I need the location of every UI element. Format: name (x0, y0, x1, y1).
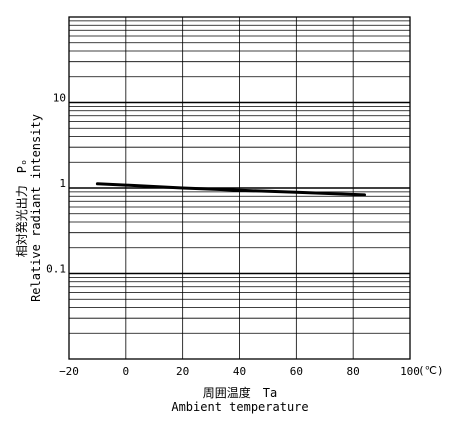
x-axis-title-japanese: 周囲温度 Ta (203, 385, 277, 400)
series-line (95, 182, 366, 197)
minor-gridlines (69, 17, 410, 359)
x-tick-label: 60 (290, 365, 303, 378)
x-tick-label: 20 (176, 365, 189, 378)
x-axis-title-english: Ambient temperature (171, 400, 308, 414)
y-tick-label: 0.1 (46, 263, 66, 276)
x-tick-label: −20 (59, 365, 79, 378)
plot-frame (68, 16, 411, 360)
x-tick-label: 0 (123, 365, 130, 378)
series-layer (95, 182, 366, 197)
y-axis-title-english: Relative radiant intensity (29, 114, 43, 302)
y-tick-label: 10 (53, 92, 66, 105)
major-gridlines (69, 101, 410, 275)
x-tick-label: 40 (233, 365, 246, 378)
x-tick-label: 80 (347, 365, 360, 378)
x-axis-unit: (℃) (418, 364, 444, 377)
y-axis-title-japanese: 相対発光出力 Pₒ (15, 159, 29, 257)
y-tick-label: 1 (59, 177, 66, 190)
x-tick-label: 100 (400, 365, 420, 378)
tick-labels: −20 0 20 40 60 80 100 0.1 1 10 (46, 92, 420, 379)
